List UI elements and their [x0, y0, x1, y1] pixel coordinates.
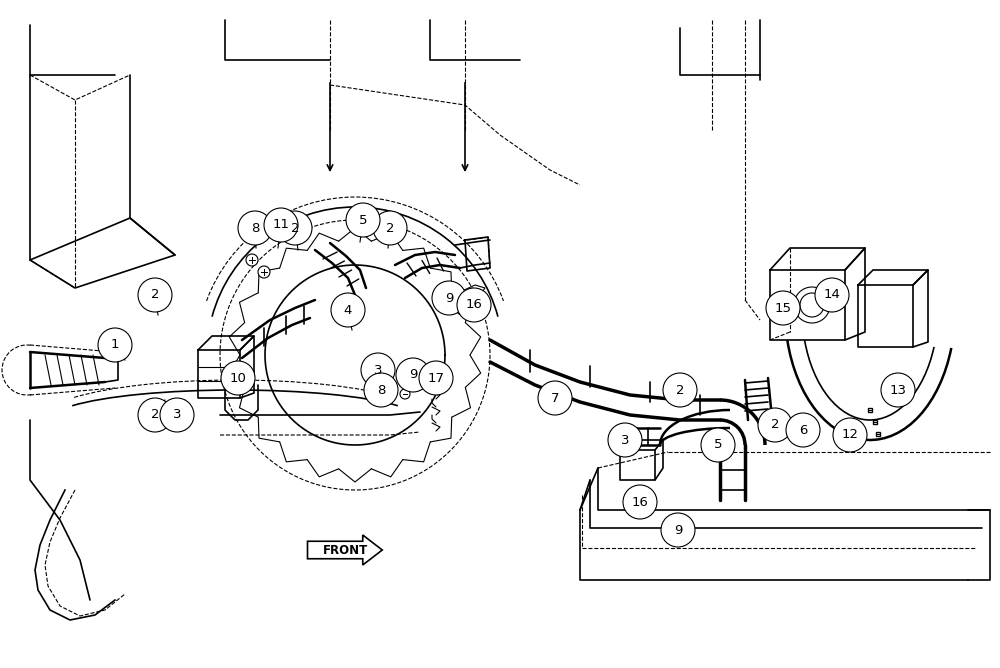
Text: 1: 1 [111, 339, 119, 351]
Text: 5: 5 [359, 214, 367, 226]
Text: 3: 3 [621, 434, 629, 446]
Text: 9: 9 [674, 524, 682, 536]
Text: 2: 2 [151, 289, 159, 301]
Text: 8: 8 [377, 383, 385, 397]
Circle shape [410, 375, 420, 385]
Text: 2: 2 [676, 383, 684, 397]
Circle shape [850, 432, 858, 440]
Text: 9: 9 [409, 369, 417, 381]
Circle shape [663, 373, 697, 407]
Circle shape [400, 389, 410, 399]
Circle shape [467, 303, 477, 313]
Circle shape [815, 278, 849, 312]
Circle shape [800, 293, 824, 317]
Circle shape [661, 513, 695, 547]
Text: 3: 3 [173, 409, 181, 422]
Circle shape [373, 211, 407, 245]
Circle shape [361, 353, 395, 387]
Circle shape [881, 373, 915, 407]
Circle shape [432, 281, 466, 315]
Text: 2: 2 [386, 222, 394, 234]
Circle shape [160, 398, 194, 432]
Circle shape [538, 381, 572, 415]
Text: 10: 10 [230, 371, 246, 385]
Circle shape [278, 211, 312, 245]
Text: 9: 9 [445, 291, 453, 305]
Circle shape [844, 434, 852, 442]
Circle shape [701, 428, 735, 462]
Circle shape [364, 373, 398, 407]
Text: 16: 16 [466, 299, 482, 311]
Text: 2: 2 [151, 409, 159, 422]
Circle shape [608, 423, 642, 457]
Text: 17: 17 [428, 371, 444, 385]
Text: FRONT: FRONT [323, 544, 369, 556]
Text: 14: 14 [824, 289, 840, 301]
Text: 2: 2 [771, 418, 779, 432]
Text: 12: 12 [842, 428, 858, 442]
Text: 5: 5 [714, 438, 722, 452]
Circle shape [623, 485, 657, 519]
Circle shape [138, 278, 172, 312]
Circle shape [457, 288, 491, 322]
Text: 8: 8 [251, 222, 259, 234]
Circle shape [346, 203, 380, 237]
Text: 3: 3 [374, 363, 382, 377]
Circle shape [758, 408, 792, 442]
Text: 7: 7 [551, 391, 559, 405]
Circle shape [833, 418, 867, 452]
Circle shape [238, 211, 272, 245]
Circle shape [766, 291, 800, 325]
Text: 11: 11 [272, 218, 290, 232]
Circle shape [467, 289, 479, 301]
Text: 13: 13 [890, 383, 906, 397]
Circle shape [246, 254, 258, 266]
Circle shape [98, 328, 132, 362]
Circle shape [794, 287, 830, 323]
Text: 15: 15 [774, 301, 792, 315]
Circle shape [455, 291, 469, 305]
Text: 4: 4 [344, 303, 352, 317]
Circle shape [457, 305, 467, 315]
Circle shape [264, 208, 298, 242]
Circle shape [258, 266, 270, 278]
Text: 6: 6 [799, 424, 807, 436]
Circle shape [138, 398, 172, 432]
Text: 16: 16 [632, 496, 648, 508]
Circle shape [221, 361, 255, 395]
Circle shape [396, 358, 430, 392]
Circle shape [419, 361, 453, 395]
Text: 2: 2 [291, 222, 299, 234]
Circle shape [331, 293, 365, 327]
Circle shape [786, 413, 820, 447]
